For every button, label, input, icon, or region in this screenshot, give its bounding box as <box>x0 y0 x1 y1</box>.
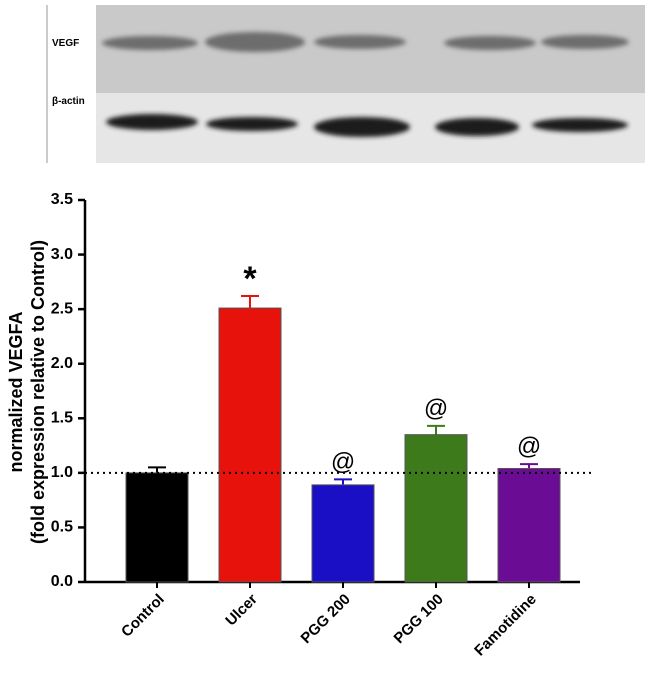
y-tick-label: 2.5 <box>51 300 73 317</box>
x-tick-label: PGG 200 <box>298 591 354 647</box>
y-axis-label: normalized VEGFA <box>6 311 26 472</box>
x-tick-label: Famotidine <box>471 591 540 660</box>
significance-mark: @ <box>424 395 448 422</box>
blot-label: β-actin <box>52 96 85 107</box>
x-tick-label: Ulcer <box>222 591 261 630</box>
y-tick-label: 0.0 <box>51 573 73 590</box>
bar <box>125 472 189 583</box>
bar <box>311 484 375 583</box>
x-tick-label: PGG 100 <box>391 591 447 647</box>
significance-mark: * <box>243 260 257 298</box>
y-tick-label: 1.0 <box>51 464 73 481</box>
y-tick-label: 3.5 <box>51 191 73 208</box>
y-axis-label: (fold expression relative to Control) <box>28 240 48 544</box>
y-tick-label: 0.5 <box>51 519 73 536</box>
western-blot: VEGF β-actin <box>46 5 645 163</box>
significance-mark: @ <box>517 433 541 460</box>
x-tick-label: Control <box>118 591 168 641</box>
bar <box>497 467 561 583</box>
y-tick-label: 2.0 <box>51 355 73 372</box>
bar <box>218 307 282 583</box>
blot-label: VEGF <box>52 38 79 49</box>
y-tick-label: 1.5 <box>51 410 73 427</box>
bar <box>404 434 468 583</box>
y-tick-label: 3.0 <box>51 246 73 263</box>
significance-mark: @ <box>331 448 355 475</box>
